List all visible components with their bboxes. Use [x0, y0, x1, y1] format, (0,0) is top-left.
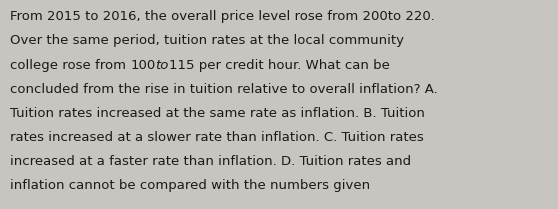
Text: to: to — [156, 59, 169, 71]
Text: rates increased at a slower rate than inflation. C. Tuition rates: rates increased at a slower rate than in… — [10, 131, 424, 144]
Text: inflation cannot be compared with the numbers given: inflation cannot be compared with the nu… — [10, 179, 370, 192]
Text: increased at a faster rate than inflation. D. Tuition rates and: increased at a faster rate than inflatio… — [10, 155, 411, 168]
Text: college rose from: college rose from — [10, 59, 131, 71]
Text: 100: 100 — [131, 59, 156, 71]
Text: From 2015 to 2016, the overall price level rose from 200to 220.: From 2015 to 2016, the overall price lev… — [10, 10, 435, 23]
Text: 115 per credit hour. What can be: 115 per credit hour. What can be — [169, 59, 390, 71]
Text: Tuition rates increased at the same rate as inflation. B. Tuition: Tuition rates increased at the same rate… — [10, 107, 425, 120]
Text: concluded from the rise in tuition relative to overall inflation? A.: concluded from the rise in tuition relat… — [10, 83, 438, 96]
Text: Over the same period, tuition rates at the local community: Over the same period, tuition rates at t… — [10, 34, 404, 47]
